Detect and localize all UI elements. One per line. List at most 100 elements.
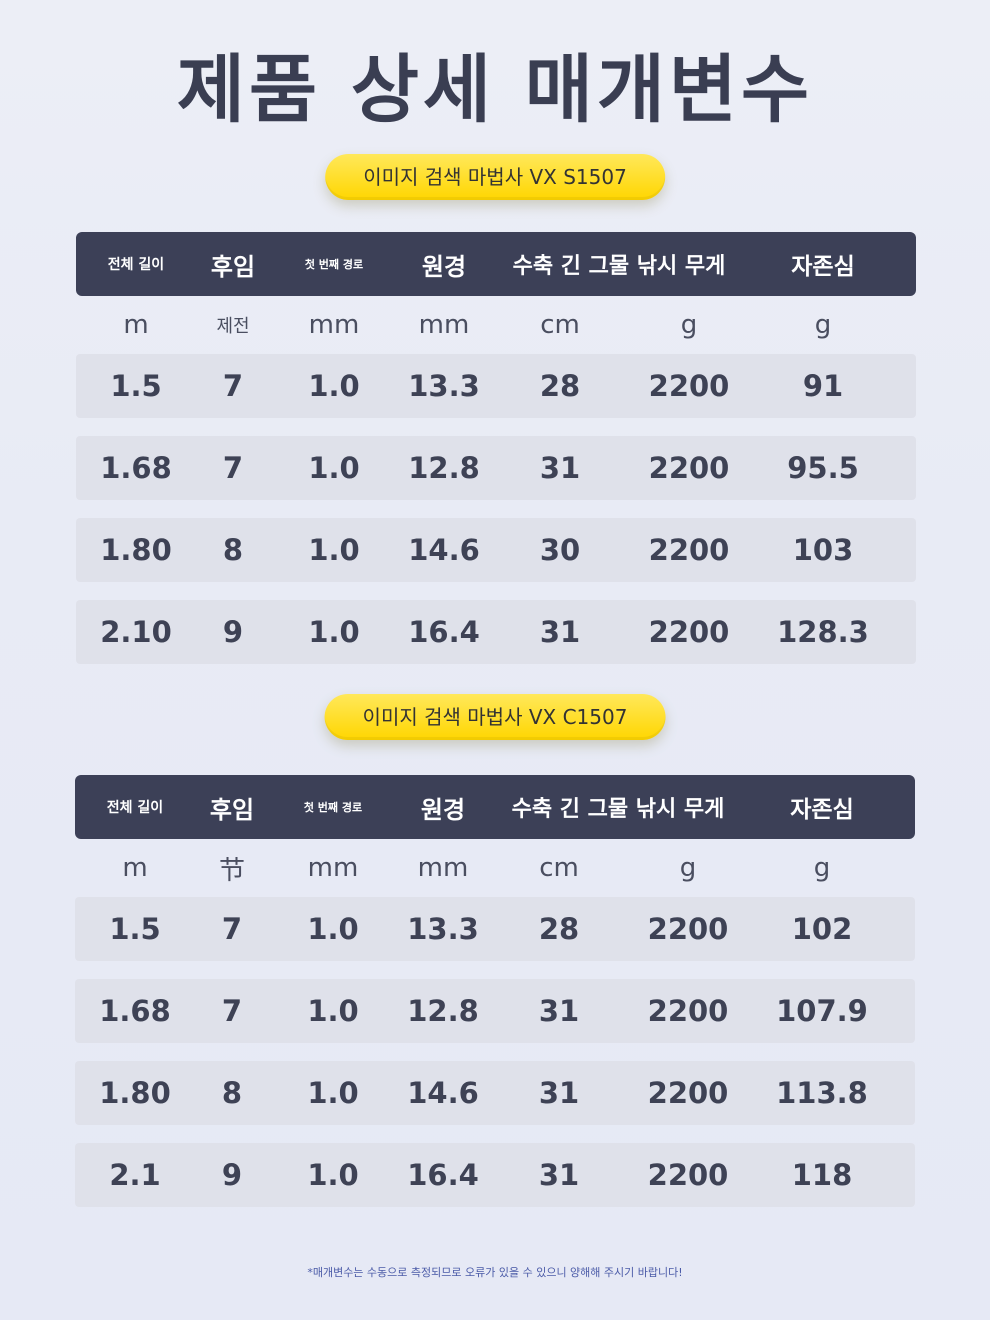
units-row: m 제전 mm mm cm g g [76, 296, 916, 354]
header-base-diameter: 원경 [421, 252, 467, 281]
cell-sections: 7 [222, 369, 244, 403]
cell-tip: 1.0 [308, 451, 360, 485]
cell-rod-weight: 95.5 [787, 451, 859, 485]
cell-weight-capacity: 2200 [648, 533, 730, 567]
unit-cell: g [813, 853, 831, 883]
table-row: 1.68 7 1.0 12.8 31 2200 95.5 [76, 436, 916, 500]
cell-base: 14.6 [407, 1076, 479, 1110]
table-row: 1.80 8 1.0 14.6 30 2200 103 [76, 518, 916, 582]
cell-length: 2.10 [100, 615, 172, 649]
model-badge-s1507: 이미지 검색 마법사 VX S1507 [325, 154, 665, 200]
cell-rod-weight: 128.3 [777, 615, 869, 649]
cell-length: 2.1 [109, 1158, 161, 1192]
unit-cell: mm [308, 310, 360, 340]
unit-cell: 제전 [216, 316, 250, 337]
header-base-diameter: 원경 [420, 795, 466, 824]
cell-retracted: 31 [538, 1158, 580, 1192]
header-rod-weight: 자존심 [790, 797, 854, 823]
unit-cell: g [814, 310, 832, 340]
unit-cell: 节 [218, 855, 245, 886]
cell-base: 12.8 [407, 994, 479, 1028]
cell-tip: 1.0 [307, 994, 359, 1028]
cell-length: 1.5 [110, 369, 162, 403]
table-row: 1.68 7 1.0 12.8 31 2200 107.9 [75, 979, 915, 1043]
unit-cell: mm [417, 853, 469, 883]
cell-retracted: 31 [539, 615, 581, 649]
cell-weight-capacity: 2200 [648, 451, 730, 485]
header-total-length: 전체 길이 [106, 800, 164, 816]
header-tip-diameter: 첫 번째 경로 [304, 258, 364, 271]
cell-retracted: 31 [538, 994, 580, 1028]
model-badge-c1507: 이미지 검색 마법사 VX C1507 [324, 694, 666, 740]
header-tip-diameter: 첫 번째 경로 [303, 801, 363, 814]
cell-sections: 7 [222, 451, 244, 485]
cell-sections: 7 [221, 912, 243, 946]
table-row: 1.5 7 1.0 13.3 28 2200 91 [76, 354, 916, 418]
cell-sections: 8 [221, 1076, 243, 1110]
unit-cell: cm [540, 310, 580, 340]
unit-cell: m [123, 310, 149, 340]
cell-tip: 1.0 [308, 615, 360, 649]
header-total-length: 전체 길이 [107, 257, 165, 273]
table-row: 1.5 7 1.0 13.3 28 2200 102 [75, 897, 915, 961]
header-sections: 후임 [209, 795, 255, 824]
cell-length: 1.68 [100, 451, 172, 485]
cell-weight-capacity: 2200 [648, 369, 730, 403]
cell-sections: 9 [222, 615, 244, 649]
header-retracted-length-weight: 수축 긴 그물 낚시 무게 [512, 254, 726, 279]
table-header: 전체 길이 후임 첫 번째 경로 원경 수축 긴 그물 낚시 무게 자존심 [75, 775, 915, 839]
unit-cell: g [680, 310, 698, 340]
cell-sections: 7 [221, 994, 243, 1028]
cell-base: 16.4 [407, 1158, 479, 1192]
unit-cell: g [679, 853, 697, 883]
cell-weight-capacity: 2200 [647, 912, 729, 946]
cell-rod-weight: 113.8 [776, 1076, 868, 1110]
cell-length: 1.80 [99, 1076, 171, 1110]
unit-cell: mm [418, 310, 470, 340]
cell-base: 16.4 [408, 615, 480, 649]
cell-base: 12.8 [408, 451, 480, 485]
cell-retracted: 28 [539, 369, 581, 403]
cell-rod-weight: 91 [802, 369, 844, 403]
cell-rod-weight: 118 [791, 1158, 853, 1192]
table-row: 2.1 9 1.0 16.4 31 2200 118 [75, 1143, 915, 1207]
cell-tip: 1.0 [307, 912, 359, 946]
cell-base: 13.3 [408, 369, 480, 403]
cell-length: 1.5 [109, 912, 161, 946]
cell-weight-capacity: 2200 [647, 1076, 729, 1110]
cell-base: 14.6 [408, 533, 480, 567]
cell-rod-weight: 107.9 [776, 994, 868, 1028]
cell-tip: 1.0 [308, 369, 360, 403]
cell-tip: 1.0 [308, 533, 360, 567]
header-sections: 후임 [210, 252, 256, 281]
cell-sections: 8 [222, 533, 244, 567]
unit-cell: mm [307, 853, 359, 883]
cell-retracted: 31 [539, 451, 581, 485]
cell-length: 1.80 [100, 533, 172, 567]
unit-cell: cm [539, 853, 579, 883]
header-retracted-length-weight: 수축 긴 그물 낚시 무게 [511, 797, 725, 822]
spec-table-s1507: 전체 길이 후임 첫 번째 경로 원경 수축 긴 그물 낚시 무게 자존심 m … [76, 232, 916, 682]
cell-retracted: 31 [538, 1076, 580, 1110]
units-row: m 节 mm mm cm g g [75, 839, 915, 897]
cell-weight-capacity: 2200 [647, 994, 729, 1028]
cell-tip: 1.0 [307, 1076, 359, 1110]
table-header: 전체 길이 후임 첫 번째 경로 원경 수축 긴 그물 낚시 무게 자존심 [76, 232, 916, 296]
spec-table-c1507: 전체 길이 후임 첫 번째 경로 원경 수축 긴 그물 낚시 무게 자존심 m … [75, 775, 915, 1225]
cell-base: 13.3 [407, 912, 479, 946]
cell-sections: 9 [221, 1158, 243, 1192]
cell-retracted: 30 [539, 533, 581, 567]
header-rod-weight: 자존심 [791, 254, 855, 280]
table-row: 2.10 9 1.0 16.4 31 2200 128.3 [76, 600, 916, 664]
cell-retracted: 28 [538, 912, 580, 946]
footnote: *매개변수는 수동으로 측정되므로 오류가 있을 수 있으니 양해해 주시기 바… [307, 1266, 683, 1279]
cell-rod-weight: 103 [792, 533, 854, 567]
cell-tip: 1.0 [307, 1158, 359, 1192]
table-row: 1.80 8 1.0 14.6 31 2200 113.8 [75, 1061, 915, 1125]
cell-weight-capacity: 2200 [647, 1158, 729, 1192]
unit-cell: m [122, 853, 148, 883]
cell-rod-weight: 102 [791, 912, 853, 946]
page-title: 제품 상세 매개변수 [176, 47, 814, 133]
cell-length: 1.68 [99, 994, 171, 1028]
cell-weight-capacity: 2200 [648, 615, 730, 649]
